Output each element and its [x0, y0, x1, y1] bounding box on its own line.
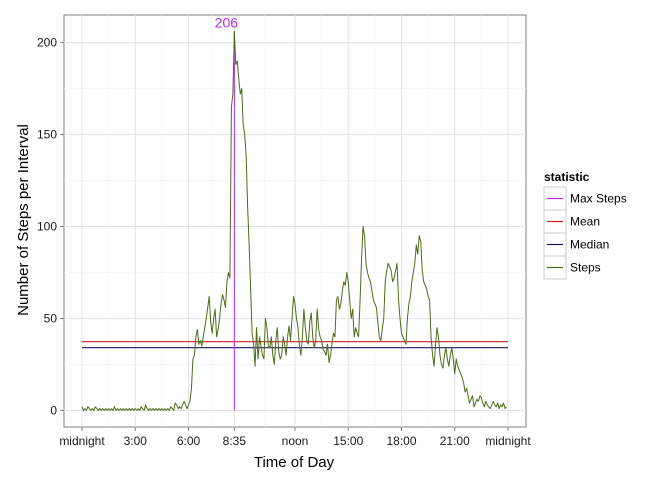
x-tick-label: 21:00: [440, 434, 470, 448]
y-tick-label: 150: [37, 128, 57, 142]
steps-series-line: [81, 31, 507, 411]
x-tick-label: midnight: [485, 434, 531, 448]
x-axis-title: Time of Day: [254, 454, 335, 471]
x-tick-label: 8:35: [223, 434, 247, 448]
x-tick-label: 15:00: [333, 434, 363, 448]
legend-label-steps: Steps: [570, 261, 601, 275]
y-axis: 0 50 100 150 200: [37, 36, 64, 417]
series-group: [81, 31, 507, 411]
y-tick-label: 200: [37, 36, 57, 50]
reference-lines: [82, 31, 508, 411]
y-axis-title: Number of Steps per Interval: [15, 124, 32, 316]
y-tick-label: 100: [37, 220, 57, 234]
x-tick-label: midnight: [59, 434, 105, 448]
legend-items: Max Steps Mean Median Steps: [543, 186, 627, 280]
x-axis: midnight 3:00 6:00 8:35 noon 15:00 18:00 21:00 m…: [59, 427, 531, 448]
x-tick-label: 6:00: [177, 434, 201, 448]
legend-title: statistic: [544, 170, 590, 184]
x-tick-label: 3:00: [124, 434, 148, 448]
legend-label-median: Median: [570, 238, 609, 252]
x-tick-label: noon: [282, 434, 309, 448]
max-steps-annotation: 206: [215, 15, 239, 31]
legend: statistic Max Steps Mean Median Steps: [543, 170, 627, 280]
x-tick-label: 18:00: [386, 434, 416, 448]
y-tick-label: 50: [44, 311, 58, 325]
y-tick-label: 0: [50, 403, 57, 417]
annotations: 206: [215, 15, 239, 31]
legend-label-max-steps: Max Steps: [570, 192, 627, 206]
legend-label-mean: Mean: [570, 215, 600, 229]
